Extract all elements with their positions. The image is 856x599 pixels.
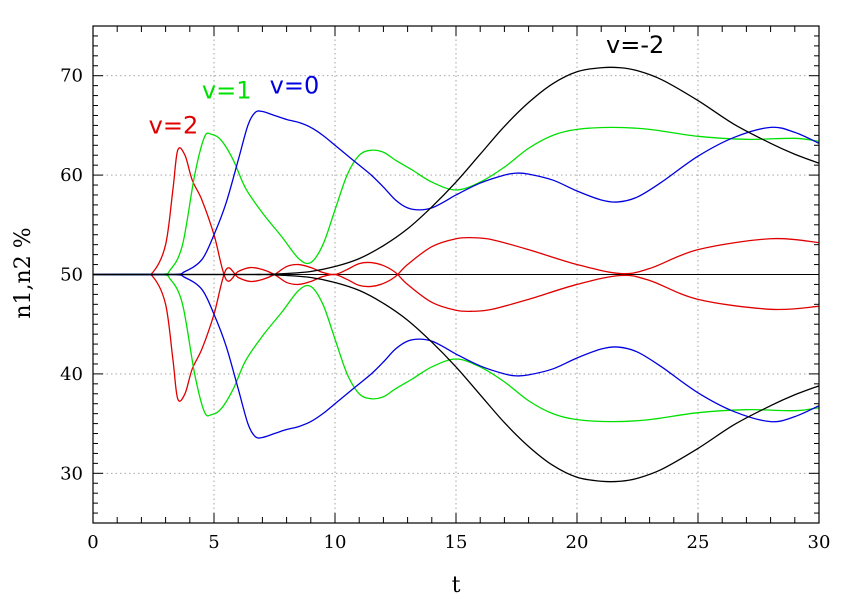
series-annotation: v=-2 (606, 31, 664, 59)
series-line (93, 66, 820, 276)
x-tick-label: 15 (445, 532, 468, 553)
x-axis-title: t (452, 573, 461, 598)
tick-labels: 0 5 10 15 20 25 30 30 40 50 60 70 (60, 66, 830, 553)
series-line (92, 126, 820, 276)
y-tick-label: 50 (60, 265, 83, 286)
series-curves (92, 66, 820, 483)
series-line (93, 273, 820, 483)
y-axis-title: n1,n2 % (11, 227, 36, 318)
series-line (92, 110, 820, 276)
x-tick-label: 0 (87, 532, 98, 553)
axis-ticks (92, 25, 820, 524)
series-line (92, 273, 820, 423)
x-tick-label: 20 (566, 532, 589, 553)
series-annotation: v=2 (149, 111, 199, 139)
series-line (92, 261, 820, 402)
y-tick-label: 40 (60, 364, 83, 385)
x-tick-label: 10 (324, 532, 347, 553)
y-tick-label: 70 (60, 66, 83, 87)
series-annotation: v=0 (270, 72, 320, 100)
y-tick-label: 60 (60, 165, 83, 186)
series-annotation: v=1 (202, 77, 252, 105)
series-line (92, 273, 820, 439)
series-line (92, 147, 820, 288)
y-tick-label: 30 (60, 463, 83, 484)
series-annotations: v=2v=1 v=0 v=-2 (149, 31, 665, 140)
x-tick-label: 30 (808, 532, 831, 553)
x-tick-label: 5 (208, 532, 219, 553)
x-tick-label: 25 (687, 532, 710, 553)
